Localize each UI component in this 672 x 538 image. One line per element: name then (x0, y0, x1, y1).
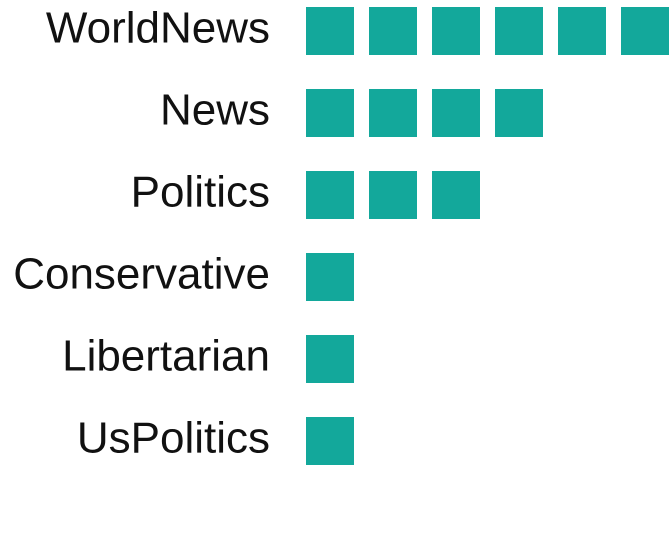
unit-square-news-3 (432, 89, 480, 137)
category-label-libertarian: Libertarian (62, 332, 270, 381)
category-label-uspolitics: UsPolitics (77, 414, 270, 463)
category-label-conservative: Conservative (13, 250, 270, 299)
unit-square-news-1 (306, 89, 354, 137)
unit-square-uspolitics-1 (306, 417, 354, 465)
unit-square-politics-3 (432, 171, 480, 219)
unit-square-politics-1 (306, 171, 354, 219)
unit-square-conservative-1 (306, 253, 354, 301)
category-label-politics: Politics (131, 168, 270, 217)
unit-square-news-2 (369, 89, 417, 137)
unit-squares (306, 7, 669, 465)
category-labels: WorldNews News Politics Conservative Liberta… (13, 4, 270, 463)
unit-square-worldnews-5 (558, 7, 606, 55)
unit-square-worldnews-4 (495, 7, 543, 55)
unit-square-news-4 (495, 89, 543, 137)
unit-square-worldnews-3 (432, 7, 480, 55)
unit-square-libertarian-1 (306, 335, 354, 383)
category-label-worldnews: WorldNews (46, 4, 270, 53)
unit-square-worldnews-6 (621, 7, 669, 55)
category-label-news: News (160, 86, 270, 135)
unit-square-politics-2 (369, 171, 417, 219)
unit-square-worldnews-1 (306, 7, 354, 55)
unit-square-worldnews-2 (369, 7, 417, 55)
